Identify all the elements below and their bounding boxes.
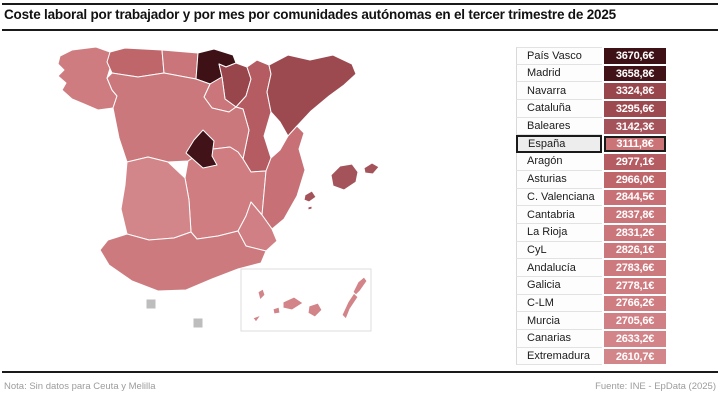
top-rule xyxy=(2,3,718,5)
region-label: C-LM xyxy=(516,294,602,313)
region-value-badge: 2837,8€ xyxy=(604,207,666,223)
map-island-fuerteventura xyxy=(341,292,359,320)
ranking-row-canarias: Canarias 2633,2€ xyxy=(516,330,666,348)
region-value-badge: 2633,2€ xyxy=(604,331,666,347)
region-label: La Rioja xyxy=(516,223,602,242)
map-island-menorca xyxy=(363,162,380,175)
map-region-asturias xyxy=(106,47,165,78)
spain-choropleth-map xyxy=(55,40,455,340)
ranking-row-paisvasco: País Vasco 3670,6€ xyxy=(516,47,666,65)
region-label: Cataluña xyxy=(516,100,602,118)
region-label: Extremadura xyxy=(516,347,602,366)
region-value-badge: 3670,6€ xyxy=(604,48,666,64)
ranking-row-galicia: Galicia 2778,1€ xyxy=(516,276,666,295)
region-value-badge: 3295,6€ xyxy=(604,101,666,117)
map-island-la-gomera xyxy=(272,306,281,315)
map-region-cataluna xyxy=(266,54,357,137)
region-label: Murcia xyxy=(516,312,602,330)
region-value-badge: 3142,3€ xyxy=(604,118,666,135)
region-label: Canarias xyxy=(516,330,602,348)
map-island-el-hierro xyxy=(252,314,262,323)
region-label: Aragón xyxy=(516,153,602,171)
map-region-madrid xyxy=(185,129,218,169)
ranking-row-asturias: Asturias 2966,0€ xyxy=(516,170,666,189)
ranking-row-murcia: Murcia 2705,6€ xyxy=(516,312,666,330)
map-island-mallorca xyxy=(330,163,359,191)
ranking-row-larioja: La Rioja 2831,2€ xyxy=(516,223,666,242)
ranking-row-cantabria: Cantabria 2837,8€ xyxy=(516,206,666,224)
bottom-rule xyxy=(2,371,718,373)
region-value-badge: 2844,5€ xyxy=(604,189,666,206)
region-value-badge: 2778,1€ xyxy=(604,277,666,294)
region-value-badge: 2826,1€ xyxy=(604,242,666,259)
ranking-row-cyl: CyL 2826,1€ xyxy=(516,241,666,260)
region-value-badge: 2977,1€ xyxy=(604,154,666,170)
footer-source: Fuente: INE - EpData (2025) xyxy=(595,381,716,392)
region-value-badge: 2831,2€ xyxy=(604,224,666,241)
map-region-andalucia xyxy=(99,230,267,292)
ranking-row-aragon: Aragón 2977,1€ xyxy=(516,153,666,171)
region-label: Baleares xyxy=(516,117,602,136)
map-region-extremadura xyxy=(120,156,192,241)
ranking-row-espana: España 3111,8€ xyxy=(516,135,666,154)
ranking-row-andalucia: Andalucía 2783,6€ xyxy=(516,259,666,277)
map-region-c-valenciana xyxy=(261,125,306,230)
region-value-badge: 2705,6€ xyxy=(604,313,666,329)
region-label: Madrid xyxy=(516,64,602,83)
map-region-galicia xyxy=(57,46,118,111)
map-marker-ceuta xyxy=(145,298,157,310)
map-island-tenerife xyxy=(282,296,304,311)
region-value-badge: 2610,7€ xyxy=(604,348,666,365)
map-island-gran-canaria xyxy=(307,302,323,318)
map-island-formentera xyxy=(307,205,313,211)
title-underline xyxy=(2,29,718,31)
region-value-badge: 3324,8€ xyxy=(604,83,666,100)
region-label: CyL xyxy=(516,241,602,260)
ranking-list: País Vasco 3670,6€ Madrid 3658,8€ Navarra 332… xyxy=(516,47,666,366)
region-label: Navarra xyxy=(516,82,602,101)
map-island-ibiza xyxy=(303,190,317,203)
map-island-la-palma xyxy=(257,288,266,301)
region-value-badge: 3658,8€ xyxy=(604,65,666,82)
map-marker-melilla xyxy=(192,317,204,329)
footer-note: Nota: Sin datos para Ceuta y Melilla xyxy=(4,381,156,392)
ranking-row-clm: C-LM 2766,2€ xyxy=(516,294,666,313)
region-label: España xyxy=(516,135,602,154)
region-value-badge: 3111,8€ xyxy=(604,136,666,153)
map-island-lanzarote xyxy=(352,276,368,296)
page-title: Coste laboral por trabajador y por mes p… xyxy=(4,7,616,22)
region-value-badge: 2783,6€ xyxy=(604,260,666,276)
ranking-row-baleares: Baleares 3142,3€ xyxy=(516,117,666,136)
region-label: Galicia xyxy=(516,276,602,295)
ranking-row-cataluna: Cataluña 3295,6€ xyxy=(516,100,666,118)
region-value-badge: 2966,0€ xyxy=(604,171,666,188)
region-label: C. Valenciana xyxy=(516,188,602,207)
region-label: Cantabria xyxy=(516,206,602,224)
region-label: País Vasco xyxy=(516,47,602,65)
ranking-row-extremadura: Extremadura 2610,7€ xyxy=(516,347,666,366)
region-value-badge: 2766,2€ xyxy=(604,295,666,312)
ranking-row-navarra: Navarra 3324,8€ xyxy=(516,82,666,101)
region-label: Andalucía xyxy=(516,259,602,277)
ranking-row-madrid: Madrid 3658,8€ xyxy=(516,64,666,83)
ranking-row-valenciana: C. Valenciana 2844,5€ xyxy=(516,188,666,207)
region-label: Asturias xyxy=(516,170,602,189)
